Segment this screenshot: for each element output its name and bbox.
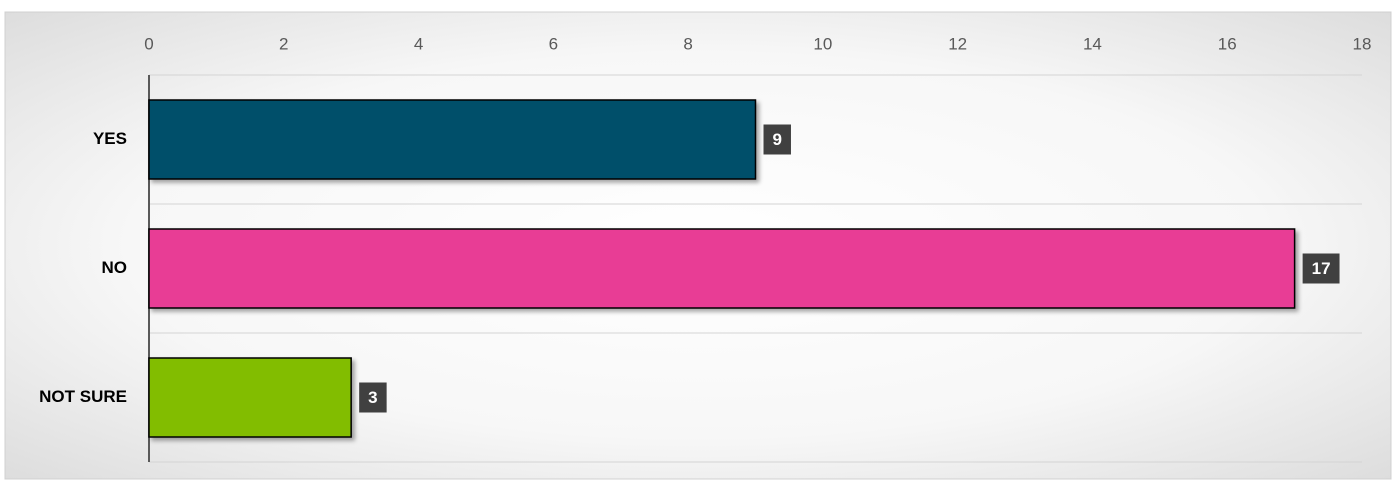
- x-tick-label: 2: [279, 34, 288, 53]
- bar: [148, 357, 352, 438]
- x-tick-label: 10: [813, 34, 832, 53]
- x-tick-label: 0: [144, 34, 153, 53]
- data-label: 9: [773, 130, 782, 149]
- bar: [148, 99, 757, 180]
- x-tick-label: 4: [414, 34, 423, 53]
- x-tick-label: 8: [683, 34, 692, 53]
- data-label-box: [1302, 253, 1340, 284]
- x-tick-label: 14: [1083, 34, 1102, 53]
- x-tick-label: 6: [549, 34, 558, 53]
- y-tick-label: NOT SURE: [39, 387, 127, 406]
- data-label: 17: [1312, 259, 1331, 278]
- bar: [148, 228, 1296, 309]
- y-tick-label: NO: [102, 258, 128, 277]
- x-tick-label: 12: [948, 34, 967, 53]
- x-tick-label: 16: [1218, 34, 1237, 53]
- data-label: 3: [368, 388, 377, 407]
- x-tick-label: 18: [1353, 34, 1372, 53]
- data-label-box: [763, 124, 791, 155]
- data-label-box: [359, 382, 387, 413]
- y-tick-label: YES: [93, 129, 127, 148]
